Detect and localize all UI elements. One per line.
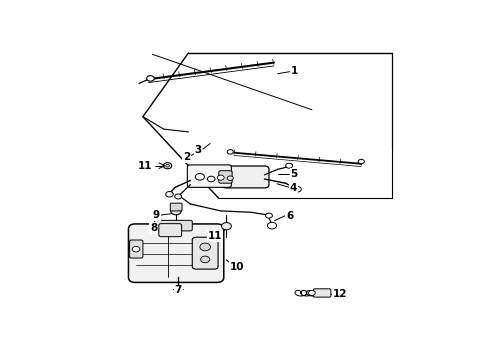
Circle shape	[268, 222, 276, 229]
Circle shape	[294, 186, 301, 192]
Circle shape	[221, 222, 231, 230]
FancyBboxPatch shape	[219, 171, 232, 183]
Text: 7: 7	[174, 285, 182, 296]
FancyBboxPatch shape	[187, 165, 231, 187]
FancyBboxPatch shape	[222, 166, 269, 188]
FancyBboxPatch shape	[170, 203, 182, 211]
Circle shape	[266, 213, 272, 218]
Text: 11: 11	[208, 231, 222, 241]
Circle shape	[166, 164, 170, 167]
Circle shape	[196, 174, 204, 180]
Text: 9: 9	[152, 210, 160, 220]
FancyBboxPatch shape	[159, 224, 182, 237]
Text: 12: 12	[332, 289, 347, 299]
Circle shape	[175, 194, 182, 199]
FancyBboxPatch shape	[154, 220, 192, 231]
Text: 10: 10	[229, 262, 244, 272]
Circle shape	[358, 159, 364, 164]
Text: 5: 5	[291, 169, 297, 179]
Text: 8: 8	[150, 223, 157, 233]
Circle shape	[166, 192, 173, 197]
Circle shape	[200, 256, 210, 263]
FancyBboxPatch shape	[129, 240, 143, 258]
Circle shape	[163, 163, 172, 169]
FancyBboxPatch shape	[314, 289, 331, 297]
Circle shape	[207, 176, 215, 182]
Text: 1: 1	[291, 67, 298, 76]
FancyBboxPatch shape	[128, 224, 224, 283]
Circle shape	[218, 175, 224, 180]
Text: 4: 4	[290, 183, 297, 193]
Circle shape	[171, 207, 181, 215]
Text: 2: 2	[183, 152, 190, 162]
Text: 3: 3	[195, 145, 201, 156]
Circle shape	[286, 163, 293, 168]
Circle shape	[200, 243, 211, 251]
FancyBboxPatch shape	[192, 237, 218, 269]
Circle shape	[132, 246, 140, 252]
Circle shape	[227, 150, 233, 154]
Circle shape	[227, 176, 233, 180]
Circle shape	[309, 291, 315, 296]
Circle shape	[147, 76, 154, 81]
Text: 6: 6	[286, 211, 294, 221]
Text: 11: 11	[138, 161, 153, 171]
